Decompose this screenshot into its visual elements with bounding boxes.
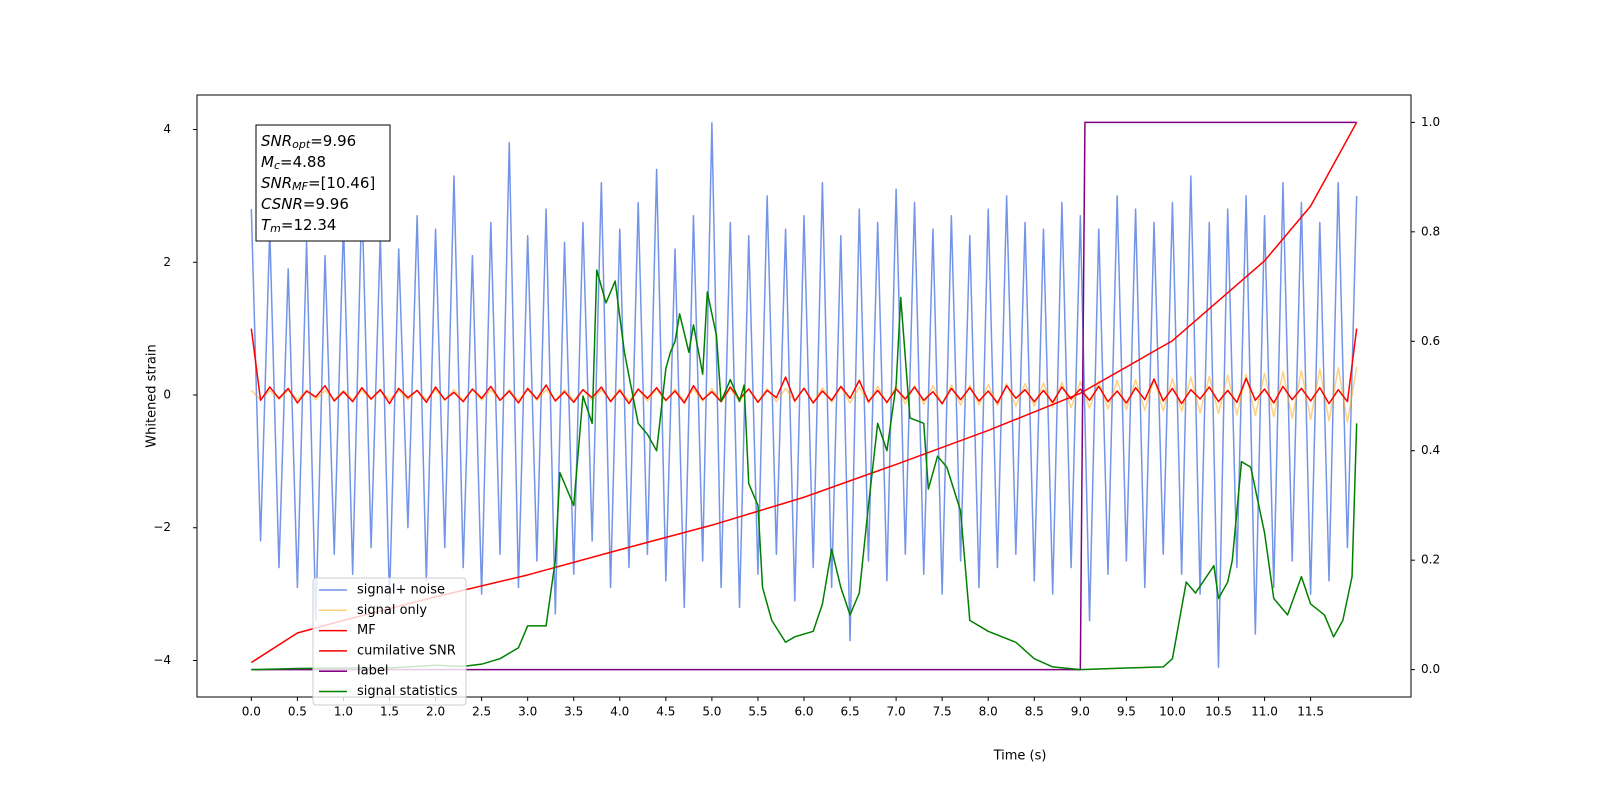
x-tick-label: 3.5: [564, 705, 583, 719]
y-tick-label: −2: [153, 520, 171, 534]
x-tick-label: 6.0: [794, 705, 813, 719]
y2-tick-label: 0.6: [1421, 334, 1440, 348]
y-tick-label: 0: [163, 388, 171, 402]
annotation-text: Tm=12.34: [261, 216, 336, 236]
annotation-value: =12.34: [281, 216, 337, 234]
x-tick-label: 2.0: [426, 705, 445, 719]
y2-tick-label: 1.0: [1421, 115, 1440, 129]
y2-tick-label: 0.8: [1421, 224, 1440, 238]
annotation-subscript: c: [274, 159, 280, 172]
x-tick-label: 8.5: [1025, 705, 1044, 719]
x-tick-label: 5.5: [748, 705, 767, 719]
series-line: [250, 367, 1358, 423]
legend-label: signal only: [357, 603, 427, 618]
annotation-value: =9.96: [303, 195, 349, 213]
annotation-symbol: CSNR: [261, 195, 303, 213]
legend-frame: [312, 577, 467, 706]
legend-label: label: [357, 664, 388, 679]
x-tick-label: 11.5: [1297, 705, 1324, 719]
axes-frame: [196, 94, 1412, 698]
series-line: [250, 122, 1358, 668]
y2-tick-label: 0.2: [1421, 553, 1440, 567]
x-tick-label: 0.0: [242, 705, 261, 719]
y2-tick-label: 0.4: [1421, 443, 1440, 457]
x-axis-label: Time (s): [993, 749, 1047, 764]
x-tick-label: 9.0: [1071, 705, 1090, 719]
legend: signal+ noise signal only MF cumilative SNR…: [312, 577, 467, 706]
x-tick-label: 6.5: [841, 705, 860, 719]
annotation-symbol: M: [261, 153, 274, 171]
legend-label: cumilative SNR: [357, 643, 456, 658]
x-tick-label: 2.5: [472, 705, 491, 719]
annotation-symbol: SNR: [261, 174, 292, 192]
y2-tick-label: 0.0: [1421, 662, 1440, 676]
annotation-value: =9.96: [310, 132, 356, 150]
annotation-frame: [255, 124, 391, 242]
annotation-value: =4.88: [280, 153, 326, 171]
y-tick-label: 2: [163, 255, 171, 269]
x-tick-label: 4.5: [656, 705, 675, 719]
x-tick-label: 1.0: [334, 705, 353, 719]
annotation-text: SNRopt=9.96: [261, 132, 356, 152]
x-tick-label: 10.0: [1159, 705, 1186, 719]
annotation-value: =[10.46]: [308, 174, 375, 192]
annotation-subscript: opt: [292, 138, 311, 151]
x-tick-label: 10.5: [1205, 705, 1232, 719]
series-line: [251, 121, 1357, 671]
x-tick-label: 1.5: [380, 705, 399, 719]
x-tick-label: 8.0: [979, 705, 998, 719]
x-tick-label: 3.0: [518, 705, 537, 719]
annotation-symbol: T: [261, 216, 272, 234]
annotation-box: SNRopt=9.96Mc=4.88SNRMF=[10.46]CSNR=9.96…: [255, 124, 391, 242]
y-axis-label: Whitened strain: [145, 344, 160, 447]
y-tick-label: 4: [163, 122, 171, 136]
y-tick-label: −4: [153, 653, 171, 667]
legend-label: signal+ noise: [357, 583, 445, 598]
annotation-subscript: m: [270, 222, 281, 235]
series-line: [250, 328, 1358, 405]
legend-label: MF: [357, 623, 376, 638]
x-tick-label: 9.5: [1117, 705, 1136, 719]
series-line: [251, 269, 1358, 671]
x-tick-label: 0.5: [288, 705, 307, 719]
x-tick-label: 11.0: [1251, 705, 1278, 719]
x-tick-label: 5.0: [702, 705, 721, 719]
annotation-text: SNRMF=[10.46]: [261, 174, 375, 194]
x-tick-label: 7.5: [933, 705, 952, 719]
annotation-text: Mc=4.88: [261, 153, 326, 173]
x-tick-label: 4.0: [610, 705, 629, 719]
x-tick-label: 7.0: [887, 705, 906, 719]
annotation-subscript: MF: [292, 180, 308, 193]
annotation-symbol: SNR: [261, 132, 292, 150]
legend-label: signal statistics: [357, 684, 458, 699]
annotation-text: CSNR=9.96: [261, 195, 349, 213]
